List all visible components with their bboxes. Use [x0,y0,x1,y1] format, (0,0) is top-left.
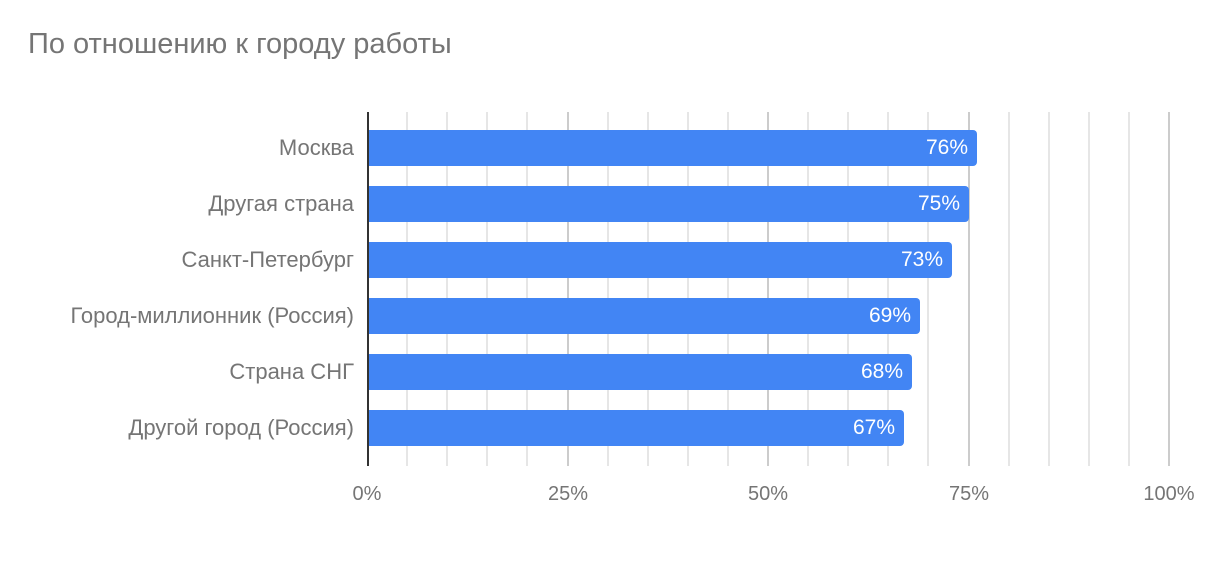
gridline [968,112,970,466]
gridline [887,112,889,466]
bar[interactable]: 73% [367,242,952,278]
gridline [406,112,408,466]
gridline [687,112,689,466]
gridline [607,112,609,466]
x-axis-tick-label: 0% [352,483,382,505]
gridline [847,112,849,466]
x-axis-tick-label: 75% [948,483,990,505]
y-axis-line [367,112,369,466]
gridline [1128,112,1130,466]
bar[interactable]: 69% [367,298,920,334]
gridline [486,112,488,466]
category-label: Санкт-Петербург [181,247,354,272]
bar[interactable]: 68% [367,354,912,390]
gridline [526,112,528,466]
gridline [647,112,649,466]
chart-title: По отношению к городу работы [28,28,452,60]
bar-value-label: 75% [917,192,960,215]
bar-value-label: 67% [852,416,895,439]
bar-value-label: 76% [925,136,968,159]
category-label: Москва [278,135,354,160]
category-label: Другая страна [208,191,354,216]
gridline [1168,112,1170,466]
x-axis-tick-label: 100% [1143,483,1195,505]
x-axis-tick-label: 50% [747,483,789,505]
gridline [446,112,448,466]
bar[interactable]: 76% [367,130,977,166]
gridline [767,112,769,466]
bar-value-label: 69% [868,304,911,327]
gridline [1008,112,1010,466]
gridline [567,112,569,466]
gridline [927,112,929,466]
gridline [807,112,809,466]
bar[interactable]: 75% [367,186,969,222]
gridline [727,112,729,466]
gridline [1048,112,1050,466]
gridline [1088,112,1090,466]
plot-area: 76% 75% 73% 69% 68% 67% [367,112,1170,466]
category-label: Страна СНГ [229,359,354,384]
category-label: Город-миллионник (Россия) [70,303,354,328]
bar[interactable]: 67% [367,410,904,446]
category-label: Другой город (Россия) [128,415,354,440]
x-axis-tick-label: 25% [547,483,589,505]
bar-value-label: 68% [860,360,903,383]
bar-value-label: 73% [900,248,943,271]
